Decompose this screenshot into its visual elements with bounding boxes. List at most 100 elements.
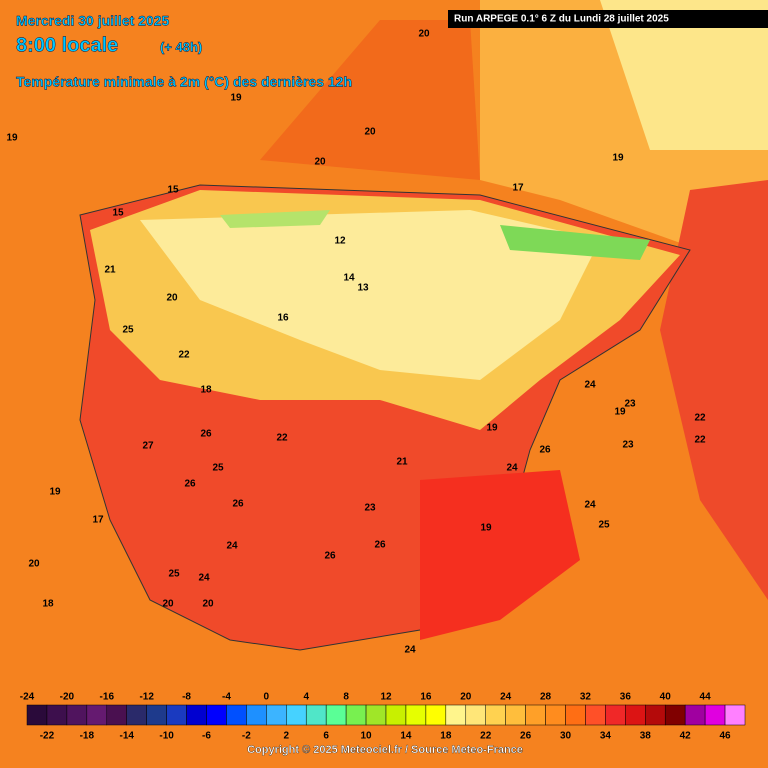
scale-swatch — [226, 704, 247, 726]
scale-swatch — [545, 704, 566, 726]
scale-swatch — [684, 704, 706, 726]
map-label: 20 — [28, 559, 40, 570]
map-label: 24 — [584, 500, 596, 511]
scale-swatch — [305, 704, 327, 726]
scale-label: 30 — [560, 731, 572, 742]
scale-swatch — [425, 704, 447, 726]
scale-label: -12 — [139, 692, 154, 703]
scale-swatch — [266, 704, 287, 726]
scale-label: -22 — [40, 731, 55, 742]
sea-hot — [420, 470, 580, 640]
map-label: 14 — [343, 273, 355, 284]
scale-label: 4 — [303, 692, 309, 703]
scale-swatch — [86, 704, 108, 726]
scale-swatch — [485, 704, 506, 726]
scale-swatch — [525, 704, 546, 726]
scale-swatch — [465, 704, 486, 726]
scale-swatch — [445, 704, 467, 726]
scale-label: 6 — [323, 731, 329, 742]
map-label: 19 — [49, 487, 61, 498]
map-label: 20 — [314, 157, 326, 168]
scale-label: 24 — [500, 692, 512, 703]
map-label: 15 — [167, 185, 179, 196]
scale-label: 0 — [264, 692, 270, 703]
scale-swatch — [146, 704, 167, 726]
map-label: 19 — [480, 523, 492, 534]
scale-label: -18 — [80, 731, 95, 742]
scale-label: 10 — [360, 731, 372, 742]
map-label: 22 — [694, 435, 706, 446]
scale-swatch — [724, 704, 746, 726]
map-label: 23 — [622, 440, 634, 451]
map-label: 13 — [357, 283, 369, 294]
scale-swatch — [46, 704, 68, 726]
scale-swatch — [385, 704, 407, 726]
scale-swatch — [106, 704, 127, 726]
scale-label: 20 — [460, 692, 472, 703]
map-label: 12 — [334, 236, 346, 247]
scale-swatch — [166, 704, 187, 726]
scale-label: -8 — [182, 692, 191, 703]
scale-swatch — [126, 704, 147, 726]
map-label: 25 — [122, 325, 134, 336]
subtitle: Température minimale à 2m (°C) des derni… — [16, 74, 352, 90]
map-label: 22 — [694, 413, 706, 424]
run: Run ARPEGE 0.1° 6 Z du Lundi 28 juillet … — [454, 14, 669, 25]
map-label: 18 — [42, 599, 54, 610]
offset: (+ 48h) — [160, 39, 202, 54]
scale-swatch — [66, 704, 88, 726]
scale-swatch — [345, 704, 367, 726]
scale-swatch — [186, 704, 207, 726]
scale-swatch — [565, 704, 586, 726]
time: 8:00 locale — [16, 34, 118, 56]
scale-label: 32 — [580, 692, 592, 703]
med-east — [660, 180, 768, 600]
scale-swatch — [505, 704, 526, 726]
map-label: 19 — [486, 423, 498, 434]
map-label: 21 — [396, 457, 408, 468]
scale-swatch — [206, 704, 227, 726]
map-label: 20 — [202, 599, 214, 610]
scale-label: 8 — [343, 692, 349, 703]
map-label: 20 — [166, 293, 178, 304]
scale-label: 44 — [700, 692, 712, 703]
scale-label: -24 — [20, 692, 35, 703]
map-label: 25 — [598, 520, 610, 531]
map-label: 22 — [276, 433, 288, 444]
scale-swatch — [585, 704, 606, 726]
scale-swatch — [605, 704, 626, 726]
cantabrian — [220, 210, 330, 228]
scale-label: 12 — [380, 692, 392, 703]
map-label: 26 — [200, 429, 212, 440]
map-label: 17 — [512, 183, 524, 194]
map-label: 20 — [162, 599, 174, 610]
scale-label: 14 — [400, 731, 412, 742]
map-label: 23 — [624, 399, 636, 410]
map-label: 26 — [232, 499, 244, 510]
scale-label: 26 — [520, 731, 532, 742]
scale-label: -6 — [202, 731, 211, 742]
scale-label: -16 — [100, 692, 115, 703]
map-label: 16 — [277, 313, 289, 324]
scale-label: -14 — [119, 731, 134, 742]
scale-label: -4 — [222, 692, 231, 703]
scale-label: 18 — [440, 731, 452, 742]
copyright: Copyright © 2025 Meteociel.fr / Source M… — [247, 744, 523, 756]
scale-swatch — [365, 704, 387, 726]
map-label: 23 — [364, 503, 376, 514]
map-label: 19 — [6, 133, 18, 144]
map-label: 20 — [364, 127, 376, 138]
plateau-cool — [140, 210, 600, 380]
map-label: 17 — [92, 515, 104, 526]
scale-label: 42 — [680, 731, 692, 742]
map-label: 26 — [324, 551, 336, 562]
scale-label: 36 — [620, 692, 632, 703]
map-label: 24 — [404, 645, 416, 656]
scale-swatch — [704, 704, 726, 726]
scale-swatch — [625, 704, 646, 726]
scale-label: -10 — [159, 731, 174, 742]
scale-label: 38 — [640, 731, 652, 742]
alps — [600, 0, 768, 150]
scale-label: 34 — [600, 731, 612, 742]
